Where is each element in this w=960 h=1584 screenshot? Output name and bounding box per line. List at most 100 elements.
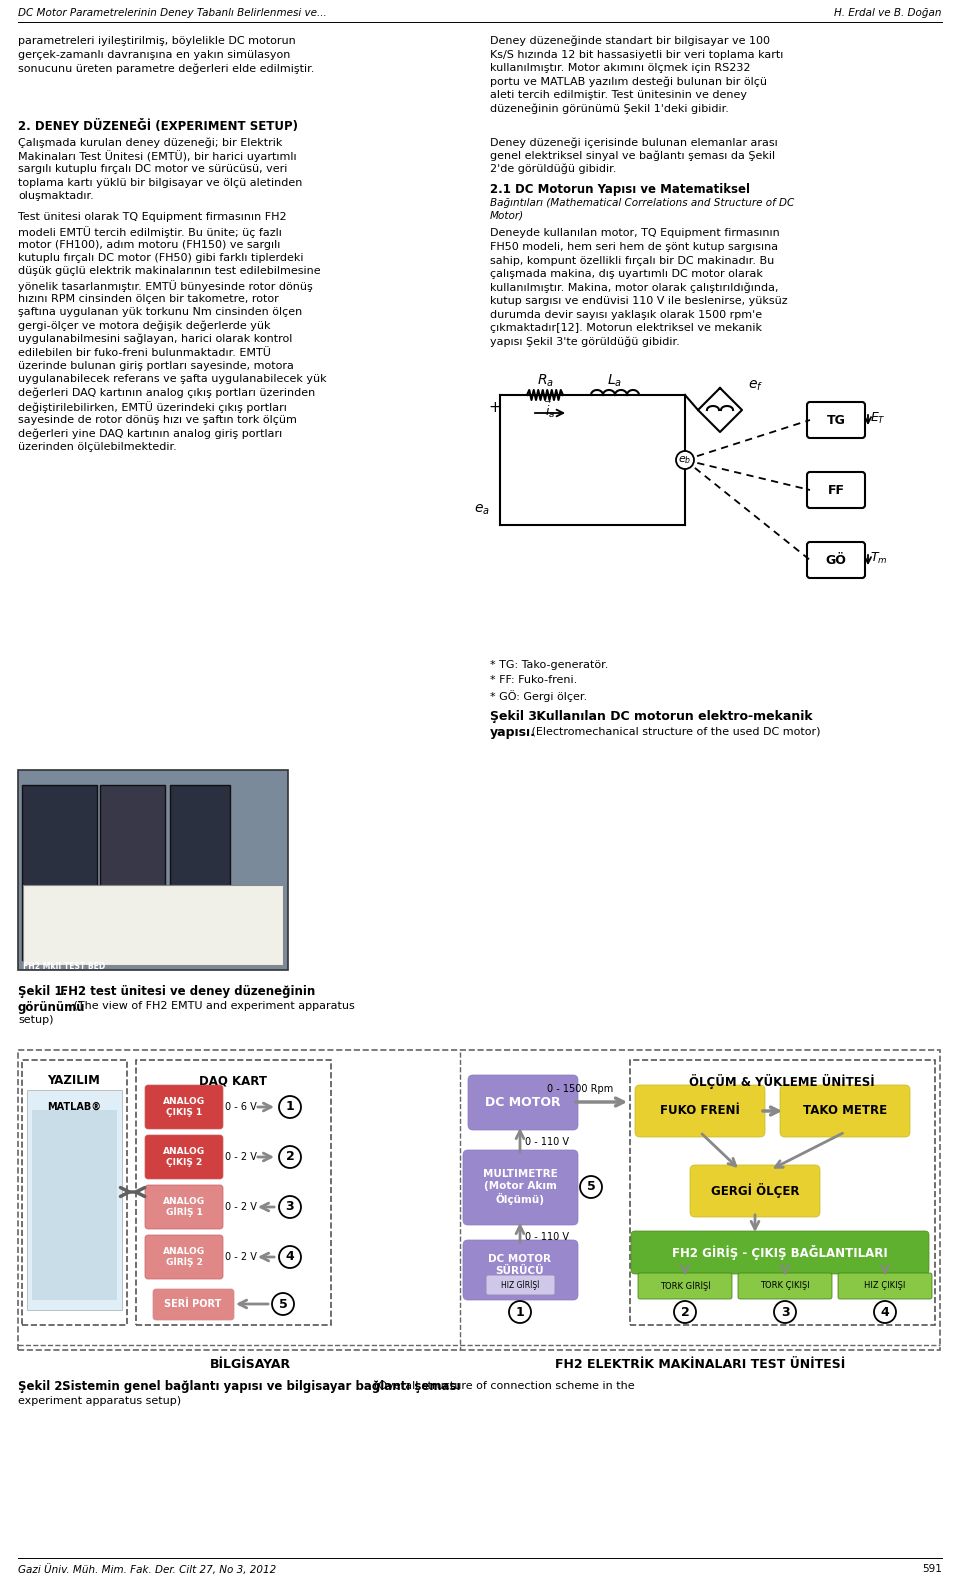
Circle shape	[279, 1096, 301, 1118]
Text: 0 - 1500 Rpm: 0 - 1500 Rpm	[547, 1083, 613, 1095]
Text: H. Erdal ve B. Doğan: H. Erdal ve B. Doğan	[834, 8, 942, 17]
Text: (Overall structure of connection scheme in the: (Overall structure of connection scheme …	[374, 1380, 635, 1391]
Text: ANALOG
ÇIKIŞ 2: ANALOG ÇIKIŞ 2	[163, 1147, 205, 1167]
Text: FH2 ELEKTRİK MAKİNALARI TEST ÜNİTESİ: FH2 ELEKTRİK MAKİNALARI TEST ÜNİTESİ	[555, 1357, 845, 1372]
Text: 0 - 110 V: 0 - 110 V	[525, 1137, 569, 1147]
Text: üzerinden ölçülebilmektedir.: üzerinden ölçülebilmektedir.	[18, 442, 177, 451]
Text: FH2 test ünitesi ve deney düzeneğinin: FH2 test ünitesi ve deney düzeneğinin	[56, 985, 315, 998]
Circle shape	[279, 1196, 301, 1218]
Text: * FF: Fuko-freni.: * FF: Fuko-freni.	[490, 675, 577, 684]
Text: hızını RPM cinsinden ölçen bir takometre, rotor: hızını RPM cinsinden ölçen bir takometre…	[18, 293, 278, 304]
Text: Kullanılan DC motorun elektro-mekanik: Kullanılan DC motorun elektro-mekanik	[532, 710, 812, 722]
Text: +: +	[489, 399, 501, 415]
Bar	[22, 1060, 127, 1324]
Text: ANALOG
ÇIKIŞ 1: ANALOG ÇIKIŞ 1	[163, 1098, 205, 1117]
Text: 2. DENEY DÜZENEĞİ (EXPERIMENT SETUP): 2. DENEY DÜZENEĞİ (EXPERIMENT SETUP)	[18, 120, 298, 133]
Text: $e_f$: $e_f$	[748, 379, 763, 393]
Circle shape	[676, 451, 694, 469]
FancyBboxPatch shape	[468, 1076, 578, 1129]
FancyBboxPatch shape	[838, 1274, 932, 1299]
Text: DC Motor Parametrelerinin Deney Tabanlı Belirlenmesi ve...: DC Motor Parametrelerinin Deney Tabanlı …	[18, 8, 326, 17]
Text: edilebilen bir fuko-freni bulunmaktadır. EMTÜ: edilebilen bir fuko-freni bulunmaktadır.…	[18, 347, 271, 358]
Text: (The view of FH2 EMTU and experiment apparatus: (The view of FH2 EMTU and experiment app…	[70, 1001, 355, 1011]
Circle shape	[580, 1175, 602, 1198]
Text: $R_a$: $R_a$	[537, 372, 554, 390]
Text: şaftına uygulanan yük torkunu Nm cinsinden ölçen: şaftına uygulanan yük torkunu Nm cinsind…	[18, 307, 302, 317]
Text: düşük güçlü elektrik makinalarının test edilebilmesine: düşük güçlü elektrik makinalarının test …	[18, 266, 321, 277]
Text: modeli EMTÜ tercih edilmiştir. Bu ünite; üç fazlı: modeli EMTÜ tercih edilmiştir. Bu ünite;…	[18, 227, 282, 238]
Text: Test ünitesi olarak TQ Equipment firmasının FH2: Test ünitesi olarak TQ Equipment firması…	[18, 212, 287, 222]
Text: FH2 MkII TEST BED: FH2 MkII TEST BED	[23, 961, 106, 971]
Bar	[27, 1090, 122, 1310]
Text: kutuplu fırçalı DC motor (FH50) gibi farklı tiplerdeki: kutuplu fırçalı DC motor (FH50) gibi far…	[18, 253, 303, 263]
FancyBboxPatch shape	[738, 1274, 832, 1299]
Text: $T_m$: $T_m$	[870, 551, 888, 565]
Text: ANALOG
GİRİŞ 2: ANALOG GİRİŞ 2	[163, 1247, 205, 1267]
Bar	[23, 885, 283, 965]
Text: * GÖ: Gergi ölçer.: * GÖ: Gergi ölçer.	[490, 691, 588, 702]
Text: DC MOTOR
SÜRÜCÜ: DC MOTOR SÜRÜCÜ	[489, 1255, 551, 1275]
Bar	[100, 786, 165, 960]
Text: 2'de görüldüğü gibidir.: 2'de görüldüğü gibidir.	[490, 165, 616, 174]
Text: $E_T$: $E_T$	[870, 410, 886, 426]
Text: parametreleri iyileştirilmiş, böylelikle DC motorun: parametreleri iyileştirilmiş, böylelikle…	[18, 36, 296, 46]
FancyBboxPatch shape	[463, 1240, 578, 1300]
Text: FH50 modeli, hem seri hem de şönt kutup sargısına: FH50 modeli, hem seri hem de şönt kutup …	[490, 242, 779, 252]
Circle shape	[279, 1247, 301, 1269]
FancyBboxPatch shape	[638, 1274, 732, 1299]
Circle shape	[279, 1145, 301, 1167]
Text: uygulanabilmesini sağlayan, harici olarak kontrol: uygulanabilmesini sağlayan, harici olara…	[18, 334, 293, 344]
Text: ANALOG
GİRİŞ 1: ANALOG GİRİŞ 1	[163, 1198, 205, 1217]
Text: HIZ ÇIKIŞI: HIZ ÇIKIŞI	[864, 1281, 905, 1291]
Text: düzeneğinin görünümü Şekil 1'deki gibidir.: düzeneğinin görünümü Şekil 1'deki gibidi…	[490, 103, 729, 114]
Text: GÖ: GÖ	[826, 553, 847, 567]
Text: 2: 2	[681, 1305, 689, 1318]
Text: $\vec{i}_a$: $\vec{i}_a$	[544, 399, 555, 420]
Text: 0 - 2 V: 0 - 2 V	[225, 1152, 257, 1163]
Text: TG: TG	[827, 413, 846, 426]
Text: 2.1 DC Motorun Yapısı ve Matematiksel: 2.1 DC Motorun Yapısı ve Matematiksel	[490, 184, 750, 196]
Text: Ks/S hızında 12 bit hassasiyetli bir veri toplama kartı: Ks/S hızında 12 bit hassasiyetli bir ver…	[490, 49, 783, 60]
Bar	[18, 770, 288, 969]
Text: MULTIMETRE
(Motor Akım
Ölçümü): MULTIMETRE (Motor Akım Ölçümü)	[483, 1169, 558, 1205]
Text: $e_b$: $e_b$	[679, 455, 692, 466]
Text: 3: 3	[780, 1305, 789, 1318]
FancyBboxPatch shape	[807, 472, 865, 508]
Text: Deneyde kullanılan motor, TQ Equipment firmasının: Deneyde kullanılan motor, TQ Equipment f…	[490, 228, 780, 239]
Text: motor (FH100), adım motoru (FH150) ve sargılı: motor (FH100), adım motoru (FH150) ve sa…	[18, 239, 280, 250]
FancyBboxPatch shape	[145, 1236, 223, 1278]
Text: Şekil 1.: Şekil 1.	[18, 985, 67, 998]
Text: MATLAB®: MATLAB®	[47, 1102, 101, 1112]
Circle shape	[874, 1300, 896, 1323]
Bar	[136, 1060, 331, 1324]
Text: SERİ PORT: SERİ PORT	[164, 1299, 222, 1308]
Text: gergi-ölçer ve motora değişik değerlerde yük: gergi-ölçer ve motora değişik değerlerde…	[18, 320, 271, 331]
Text: sonucunu üreten parametre değerleri elde edilmiştir.: sonucunu üreten parametre değerleri elde…	[18, 63, 314, 73]
Text: çıkmaktadır[12]. Motorun elektriksel ve mekanik: çıkmaktadır[12]. Motorun elektriksel ve …	[490, 323, 762, 333]
FancyBboxPatch shape	[807, 542, 865, 578]
Text: DAQ KART: DAQ KART	[199, 1074, 267, 1087]
Text: 0 - 2 V: 0 - 2 V	[225, 1202, 257, 1212]
Text: * TG: Tako-generatör.: * TG: Tako-generatör.	[490, 661, 609, 670]
Text: 2: 2	[286, 1150, 295, 1164]
Text: YAZILIM: YAZILIM	[48, 1074, 101, 1087]
Text: kutup sargısı ve endüvisi 110 V ile beslenirse, yüksüz: kutup sargısı ve endüvisi 110 V ile besl…	[490, 296, 787, 306]
Text: 0 - 2 V: 0 - 2 V	[225, 1251, 257, 1262]
Text: 1: 1	[516, 1305, 524, 1318]
Text: 3: 3	[286, 1201, 295, 1213]
Text: GERGİ ÖLÇER: GERGİ ÖLÇER	[710, 1183, 800, 1199]
Text: Deney düzeneği içerisinde bulunan elemanlar arası: Deney düzeneği içerisinde bulunan eleman…	[490, 136, 778, 147]
FancyBboxPatch shape	[145, 1136, 223, 1178]
Text: toplama kartı yüklü bir bilgisayar ve ölçü aletinden: toplama kartı yüklü bir bilgisayar ve öl…	[18, 177, 302, 187]
Bar	[32, 1110, 117, 1300]
Text: yapısı Şekil 3'te görüldüğü gibidir.: yapısı Şekil 3'te görüldüğü gibidir.	[490, 336, 680, 347]
Text: aleti tercih edilmiştir. Test ünitesinin ve deney: aleti tercih edilmiştir. Test ünitesinin…	[490, 90, 747, 100]
Text: Deney düzeneğinde standart bir bilgisayar ve 100: Deney düzeneğinde standart bir bilgisaya…	[490, 36, 770, 46]
FancyBboxPatch shape	[635, 1085, 765, 1137]
Text: 1: 1	[286, 1101, 295, 1114]
Text: değerleri DAQ kartının analog çıkış portları üzerinden: değerleri DAQ kartının analog çıkış port…	[18, 388, 315, 399]
FancyBboxPatch shape	[807, 402, 865, 439]
FancyBboxPatch shape	[486, 1275, 555, 1296]
Text: sayesinde de rotor dönüş hızı ve şaftın tork ölçüm: sayesinde de rotor dönüş hızı ve şaftın …	[18, 415, 297, 425]
Text: oluşmaktadır.: oluşmaktadır.	[18, 192, 94, 201]
